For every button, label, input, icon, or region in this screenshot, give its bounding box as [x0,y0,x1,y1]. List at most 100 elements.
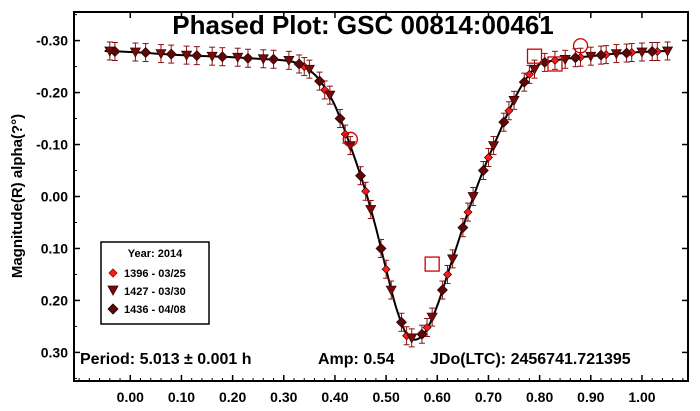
point-marker [385,285,397,296]
outlier-circle-marker [342,131,358,147]
point-marker [361,186,371,196]
outlier-square-marker [526,48,543,64]
point-marker [426,312,438,323]
data-point [232,47,244,67]
data-point [559,49,571,69]
data-point [293,54,305,74]
x-tick-label: 0.60 [424,389,451,405]
data-point [498,112,510,132]
legend-marker-triangle-down [107,285,119,296]
data-point [422,317,432,337]
data-point [140,43,152,63]
data-point [636,42,648,62]
point-marker [324,90,336,101]
data-point [216,47,228,67]
point-marker [528,64,541,75]
legend-entry-1396: 1396 - 03/25 [108,268,186,280]
x-tick-label: 0.50 [372,389,399,405]
point-marker [242,52,254,64]
x-tick-label: 0.90 [577,389,604,405]
data-point [206,46,218,66]
data-point [314,71,326,91]
point-marker [140,47,152,59]
point-marker [375,242,387,254]
data-point [569,48,581,68]
point-marker [381,264,391,274]
y-axis-label: Magnitude(R) alpha(?°) [9,114,26,278]
y-tick-label: -0.30 [36,33,68,49]
data-point [155,44,167,64]
point-marker [436,284,448,296]
data-point [165,44,177,64]
data-point [487,136,500,156]
data-point [283,50,295,70]
y-tick-label: 0.30 [41,344,68,360]
data-point [585,46,597,66]
data-point [621,43,633,63]
data-point [518,72,530,92]
data-point [483,148,493,168]
data-point [595,45,607,65]
data-point [646,41,658,61]
y-tick-label: 0.00 [41,189,68,205]
point-marker [365,205,377,216]
outlier-markers-layer [342,38,589,272]
point-marker [355,170,367,182]
data-point [334,109,346,129]
point-marker [155,49,167,60]
point-marker [467,192,479,203]
point-marker [447,254,459,265]
data-point [109,41,121,61]
point-marker [320,85,330,95]
point-marker [334,113,346,125]
point-marker [395,316,407,328]
point-marker [191,50,203,62]
point-marker [165,48,177,60]
point-marker [463,207,473,217]
data-point [576,47,586,67]
data-point [129,42,141,62]
point-marker [283,55,295,67]
data-point [447,249,459,269]
point-marker [498,116,510,128]
outlier-square-marker [424,256,440,272]
data-point [457,218,469,238]
point-marker [232,52,244,63]
period-annotation: Period: 5.013 ± 0.001 h [80,351,252,368]
outlier-square-marker [547,56,563,72]
y-tick-label: -0.10 [36,137,68,153]
x-tick-label: 0.30 [270,389,297,405]
legend-title: Year: 2014 [128,248,183,260]
legend-label-1436: 1436 - 04/08 [124,304,186,316]
data-point [365,199,377,219]
y-tick-label: -0.20 [36,85,68,101]
data-point [381,259,391,279]
data-point [257,49,269,69]
point-marker [443,269,453,279]
data-point [661,41,674,61]
point-marker [483,153,493,163]
data-point [395,312,407,332]
data-point [268,49,280,69]
point-marker [487,141,500,152]
point-marker [508,96,520,107]
x-tick-label: 1.00 [628,389,655,405]
point-marker [206,51,218,62]
data-point [550,50,560,70]
point-marker [457,222,469,234]
x-tick-label: 0.10 [168,389,195,405]
chart-title: Phased Plot: GSC 00814:00461 [172,10,554,40]
data-point [477,161,489,181]
x-tick-label: 0.00 [117,389,144,405]
data-point [355,166,367,186]
data-point [426,307,438,327]
point-marker [585,51,597,62]
data-point [443,264,453,284]
point-marker [293,58,305,70]
point-marker [646,46,658,57]
x-tick-label: 0.40 [321,389,348,405]
legend-entry-1436: 1436 - 04/08 [107,303,186,316]
data-point [361,181,371,201]
point-marker [109,46,121,57]
